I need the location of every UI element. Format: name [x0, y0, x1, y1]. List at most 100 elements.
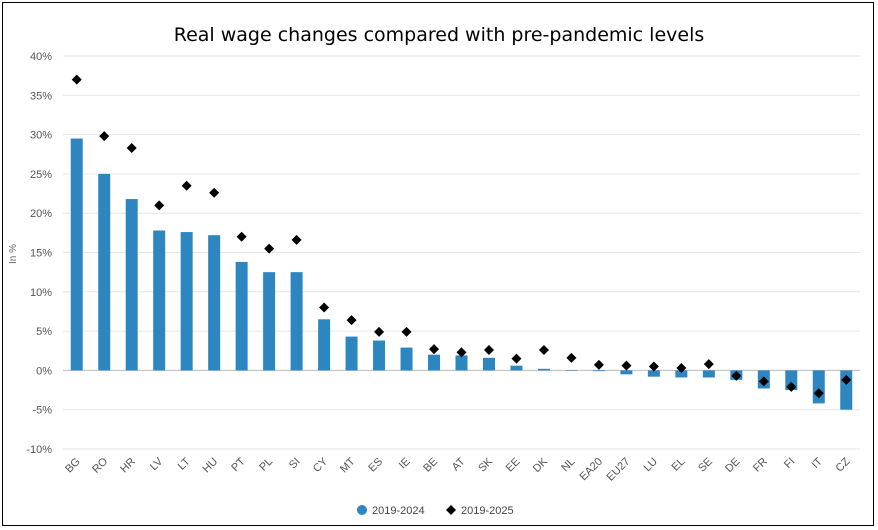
- marker-point[interactable]: [209, 187, 220, 198]
- x-tick-label: IE: [397, 456, 413, 472]
- y-tick-label: 20%: [30, 208, 52, 220]
- bar[interactable]: [620, 370, 633, 375]
- bar[interactable]: [647, 370, 660, 377]
- x-tick-label: HR: [118, 456, 138, 476]
- gridlines: [63, 55, 860, 450]
- marker-point[interactable]: [621, 360, 632, 371]
- marker-point[interactable]: [538, 344, 549, 355]
- x-tick-label: CZ: [834, 455, 853, 474]
- marker-point[interactable]: [154, 200, 165, 211]
- marker-point[interactable]: [483, 344, 494, 355]
- bar[interactable]: [675, 370, 688, 378]
- marker-point[interactable]: [703, 359, 714, 370]
- x-tick-label: SK: [476, 455, 495, 474]
- bar[interactable]: [235, 261, 248, 371]
- marker-point[interactable]: [126, 142, 137, 153]
- marker-point[interactable]: [264, 243, 275, 254]
- x-tick-label: ES: [366, 456, 385, 475]
- bar[interactable]: [263, 272, 276, 371]
- marker-point[interactable]: [319, 302, 330, 313]
- marker-point[interactable]: [346, 315, 357, 326]
- bar[interactable]: [180, 232, 193, 371]
- marker-point[interactable]: [786, 381, 797, 392]
- marker-point[interactable]: [511, 353, 522, 364]
- x-axis-ticks: BG RO HR LV LT HU PT PL SI CY MT ES IE BE AT SK EE DK NL EA…: [63, 455, 852, 483]
- x-tick-label: NL: [559, 456, 577, 474]
- marker-point[interactable]: [99, 131, 110, 142]
- legend-marker-swatch: [446, 505, 456, 515]
- marker-point[interactable]: [291, 234, 302, 245]
- bar[interactable]: [702, 370, 715, 378]
- marker-point[interactable]: [593, 359, 604, 370]
- bar[interactable]: [592, 370, 605, 372]
- x-tick-label: EE: [504, 456, 523, 475]
- legend-bar-swatch: [357, 505, 367, 515]
- marker-point[interactable]: [648, 361, 659, 372]
- x-tick-label: BG: [63, 456, 83, 476]
- bar[interactable]: [510, 365, 523, 371]
- bar[interactable]: [400, 347, 413, 371]
- y-axis-label: In %: [8, 244, 19, 264]
- bar[interactable]: [318, 319, 331, 371]
- x-tick-label: PT: [229, 455, 248, 474]
- marker-point[interactable]: [236, 231, 247, 242]
- legend-label-2019-2024: 2019-2024: [372, 505, 425, 517]
- x-tick-label: AT: [450, 455, 468, 473]
- bar[interactable]: [98, 173, 111, 371]
- x-tick-label: MT: [338, 455, 358, 475]
- marker-point[interactable]: [566, 352, 577, 363]
- marker-point[interactable]: [429, 344, 440, 355]
- bar[interactable]: [70, 138, 83, 371]
- x-tick-label: LV: [148, 455, 166, 473]
- x-tick-label: SE: [696, 456, 715, 475]
- marker-point[interactable]: [758, 376, 769, 387]
- marker-point[interactable]: [676, 363, 687, 374]
- y-tick-label: 25%: [30, 169, 52, 181]
- bar[interactable]: [565, 370, 578, 371]
- y-tick-label: -10%: [26, 444, 52, 456]
- y-tick-label: -5%: [32, 405, 52, 417]
- marker-point[interactable]: [841, 374, 852, 385]
- x-tick-label: LT: [176, 455, 193, 472]
- bar[interactable]: [125, 199, 138, 371]
- x-tick-label: DE: [723, 456, 742, 475]
- x-tick-label: DK: [531, 455, 551, 475]
- bar[interactable]: [812, 370, 825, 404]
- bar[interactable]: [537, 368, 550, 371]
- marker-series: [71, 74, 852, 399]
- y-tick-label: 0%: [36, 365, 52, 377]
- y-axis-ticks: 40% 35% 30% 25% 20% 15% 10% 5% 0% -5% -10%: [26, 51, 52, 456]
- bar[interactable]: [373, 340, 386, 371]
- legend[interactable]: 2019-2024 2019-2025: [357, 505, 514, 517]
- marker-point[interactable]: [401, 326, 412, 337]
- y-tick-label: 15%: [30, 248, 52, 260]
- y-tick-label: 40%: [30, 51, 52, 63]
- bar[interactable]: [290, 272, 303, 371]
- x-tick-label: EU27: [605, 456, 633, 484]
- bar[interactable]: [482, 357, 495, 371]
- legend-label-2019-2025: 2019-2025: [461, 505, 514, 517]
- marker-point[interactable]: [731, 370, 742, 381]
- marker-point[interactable]: [813, 388, 824, 399]
- marker-point[interactable]: [456, 347, 467, 358]
- bar[interactable]: [455, 355, 468, 371]
- x-tick-label: BE: [421, 456, 440, 475]
- y-tick-label: 35%: [30, 90, 52, 102]
- bar-series: [70, 138, 853, 410]
- marker-point[interactable]: [181, 180, 192, 191]
- x-tick-label: PL: [257, 456, 275, 474]
- bar[interactable]: [345, 336, 358, 371]
- marker-point[interactable]: [71, 74, 82, 85]
- y-tick-label: 10%: [30, 287, 52, 299]
- marker-point[interactable]: [374, 326, 385, 337]
- x-tick-label: RO: [90, 455, 110, 475]
- bar[interactable]: [153, 230, 166, 371]
- bar[interactable]: [208, 235, 221, 371]
- x-tick-label: LU: [642, 456, 660, 474]
- x-tick-label: HU: [201, 456, 221, 476]
- chart-title: Real wage changes compared with pre-pand…: [173, 24, 705, 46]
- bar[interactable]: [428, 354, 441, 371]
- x-tick-label: SI: [287, 456, 303, 472]
